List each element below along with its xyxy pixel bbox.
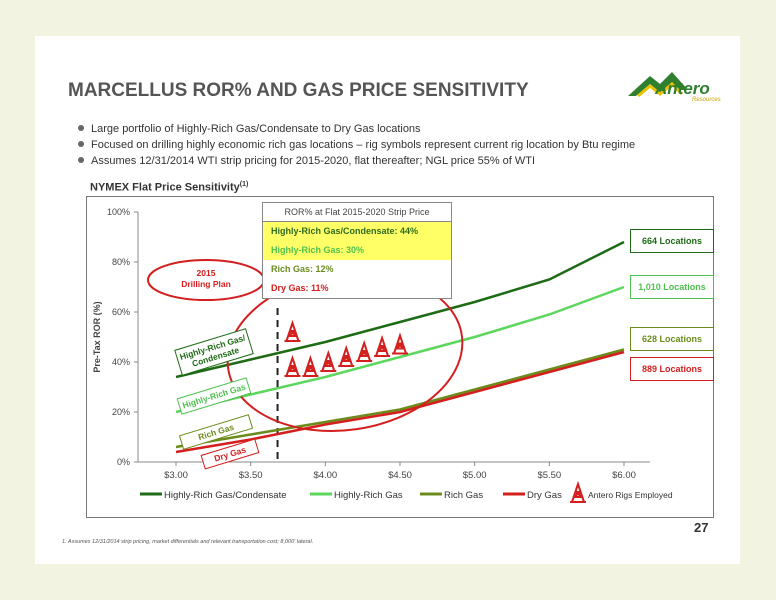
bullet-text: Focused on drilling highly economic rich… <box>91 139 636 151</box>
location-count-box: 628 Locations <box>630 327 714 351</box>
location-count-box: 664 Locations <box>630 229 714 253</box>
ror-table-row: Highly-Rich Gas: 30% <box>263 241 451 260</box>
footnote: 1. Assumes 12/31/2014 strip pricing, mar… <box>62 539 314 545</box>
logo-subtext: Resources <box>692 97 721 103</box>
ror-table-header: ROR% at Flat 2015-2020 Strip Price <box>263 203 451 222</box>
series-line <box>175 285 625 414</box>
legend-label: Highly-Rich Gas <box>334 490 403 501</box>
bullet-item: Focused on drilling highly economic rich… <box>78 137 635 153</box>
bullet-item: Assumes 12/31/2014 WTI strip pricing for… <box>78 153 635 169</box>
series-line <box>175 240 625 379</box>
y-tick-label: 60% <box>112 307 130 317</box>
rig-icon <box>570 480 586 503</box>
x-tick-label: $3.50 <box>239 470 263 481</box>
rig-icon <box>284 319 301 342</box>
y-tick-label: 80% <box>112 257 130 267</box>
antero-logo-icon <box>628 72 688 98</box>
y-tick-label: 20% <box>112 407 130 417</box>
ror-table-row: Rich Gas: 12% <box>263 260 451 279</box>
x-tick-label: $6.00 <box>612 470 636 481</box>
rig-icon <box>374 334 391 357</box>
y-tick-label: 100% <box>107 207 130 217</box>
page-number: 27 <box>694 520 709 535</box>
ror-table-row: Dry Gas: 11% <box>263 279 451 298</box>
chart-title-footnote-ref: (1) <box>239 181 249 188</box>
legend-label: Rich Gas <box>444 490 483 501</box>
series-inline-label: Dry Gas <box>200 438 260 470</box>
rig-icon <box>392 332 408 355</box>
rig-icon <box>338 344 355 367</box>
location-count-box: 889 Locations <box>630 357 714 381</box>
series-line <box>175 348 625 449</box>
drilling-plan-label: Drilling Plan <box>181 279 231 289</box>
ror-table-row: Highly-Rich Gas/Condensate: 44% <box>263 222 451 241</box>
rig-icon <box>320 349 337 372</box>
bullet-text: Assumes 12/31/2014 WTI strip pricing for… <box>91 155 536 167</box>
chart-title-text: NYMEX Flat Price Sensitivity <box>90 181 240 194</box>
bullet-text: Large portfolio of Highly-Rich Gas/Conde… <box>91 123 421 135</box>
rig-icon <box>302 354 319 377</box>
series-line <box>175 350 625 454</box>
legend-label: Dry Gas <box>527 490 562 501</box>
x-tick-label: $5.50 <box>537 470 561 481</box>
location-count-box: 1,010 Locations <box>630 275 714 299</box>
series-inline-label: Highly-Rich Gas <box>176 377 252 415</box>
y-axis-label: Pre-Tax ROR (%) <box>92 301 102 372</box>
chart-title: NYMEX Flat Price Sensitivity(1) <box>90 181 248 194</box>
logo-wordmark: Antero <box>655 79 710 98</box>
x-tick-label: $4.00 <box>313 470 337 481</box>
rig-icon <box>284 354 301 377</box>
bullet-dot-icon <box>78 125 84 131</box>
bullet-item: Large portfolio of Highly-Rich Gas/Conde… <box>78 121 635 137</box>
bullet-dot-icon <box>78 157 84 163</box>
bullet-dot-icon <box>78 141 84 147</box>
ror-table: ROR% at Flat 2015-2020 Strip Price Highl… <box>262 202 452 299</box>
x-tick-label: $3.00 <box>164 470 188 481</box>
x-tick-label: $4.50 <box>388 470 412 481</box>
x-tick-label: $5.00 <box>463 470 487 481</box>
legend-rigs-label: Antero Rigs Employed <box>588 490 673 500</box>
drilling-plan-label: 2015 <box>197 268 216 278</box>
page-title: MARCELLUS ROR% AND GAS PRICE SENSITIVITY <box>68 80 529 101</box>
y-tick-label: 40% <box>112 357 130 367</box>
rig-icon <box>356 339 373 362</box>
bullet-list: Large portfolio of Highly-Rich Gas/Conde… <box>78 121 635 169</box>
y-tick-label: 0% <box>117 457 130 467</box>
legend-label: Highly-Rich Gas/Condensate <box>164 490 287 501</box>
